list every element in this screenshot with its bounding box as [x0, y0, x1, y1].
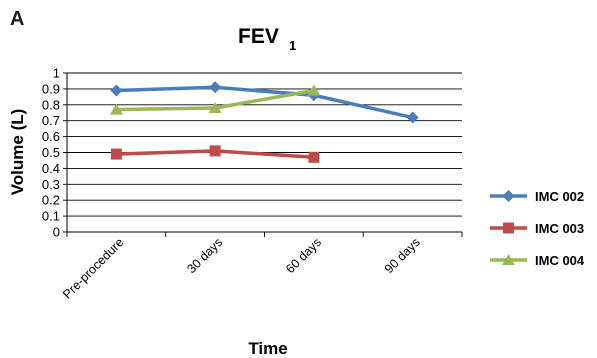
y-tick-label: 0.5: [42, 145, 60, 160]
y-tick-label: 0.3: [42, 177, 60, 192]
data-point: [308, 151, 320, 163]
x-tick-label: Pre-procedure: [60, 235, 126, 301]
legend-marker: [502, 190, 515, 202]
data-point: [209, 145, 221, 157]
legend-item: IMC 004: [490, 253, 585, 268]
x-tick-label: 60 days: [283, 235, 324, 276]
series-line: [116, 85, 414, 120]
y-tick-label: 0.6: [42, 129, 60, 144]
legend-item: IMC 003: [490, 221, 584, 236]
series-2: [110, 145, 320, 163]
legend-label: IMC 004: [535, 253, 585, 268]
legend-label: IMC 003: [535, 221, 584, 236]
data-point: [208, 101, 222, 113]
axes: [63, 72, 463, 237]
y-tick-label: 0.8: [42, 97, 60, 112]
series-3: [109, 84, 321, 115]
legend-label: IMC 002: [535, 189, 584, 204]
x-tick-label: 30 days: [184, 235, 225, 276]
y-tick-label: 0.2: [42, 193, 60, 208]
x-tick-labels: Pre-procedure 30 days 60 days 90 days: [60, 235, 423, 301]
data-point: [406, 111, 419, 124]
y-axis-title: Volume (L): [8, 109, 27, 196]
data-point: [307, 84, 321, 96]
chart-title: FEV: [238, 25, 279, 48]
y-tick-label: 1: [53, 66, 60, 81]
panel-label: A: [10, 8, 25, 30]
y-tick-label: 0.9: [42, 81, 60, 96]
x-axis-title: Time: [248, 339, 287, 358]
legend: IMC 002 IMC 003 IMC 004: [490, 189, 585, 268]
y-tick-labels: 00.10.20.30.40.50.60.70.80.91: [42, 66, 60, 240]
data-point: [109, 103, 123, 115]
legend-marker: [503, 222, 514, 234]
y-tick-label: 0.4: [42, 161, 60, 176]
y-tick-label: 0.7: [42, 113, 60, 128]
y-tick-label: 0: [53, 225, 60, 240]
y-tick-label: 0.1: [42, 209, 60, 224]
series-1: [110, 81, 419, 124]
data-point: [110, 84, 123, 97]
data-point: [209, 81, 222, 94]
series: [109, 81, 419, 163]
chart-title-subscript: 1: [289, 38, 296, 53]
x-tick-label: 90 days: [382, 235, 423, 276]
legend-marker: [502, 254, 515, 265]
legend-item: IMC 002: [490, 189, 584, 204]
data-point: [110, 148, 122, 160]
